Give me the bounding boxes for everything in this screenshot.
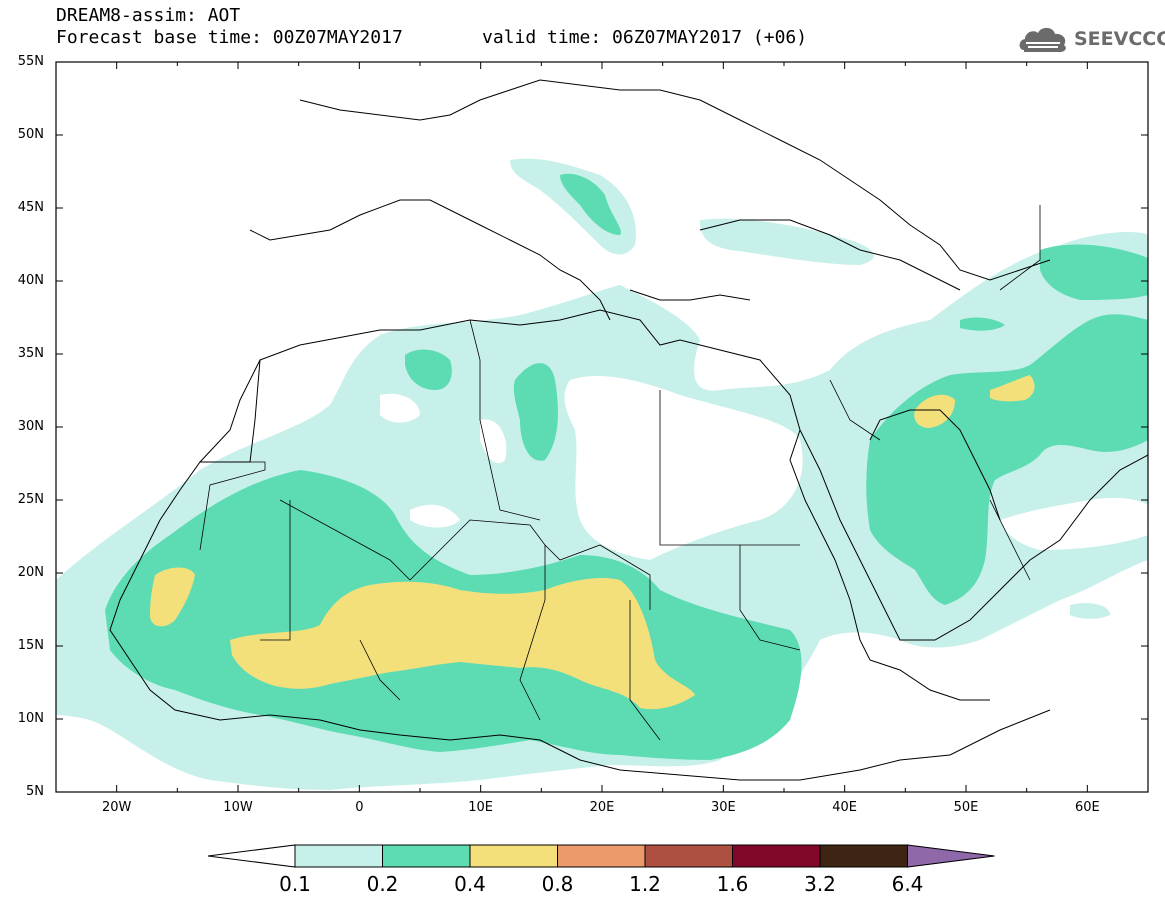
lat-label: 15N xyxy=(17,638,44,653)
aot-field-0.4 xyxy=(150,375,1035,710)
aot-field-clear xyxy=(380,375,1148,560)
colorbar-level-label: 3.2 xyxy=(804,872,836,896)
colorbar-swatch xyxy=(469,844,558,868)
base-time-label: Forecast base time: 00Z07MAY2017 xyxy=(56,27,403,48)
colorbar-swatch xyxy=(732,844,821,868)
cloud-logo-icon xyxy=(1019,27,1066,52)
lon-label: 10E xyxy=(468,800,494,815)
lon-label: 20E xyxy=(589,800,615,815)
lat-label: 35N xyxy=(17,346,44,361)
lat-label: 40N xyxy=(17,273,44,288)
country-borders xyxy=(199,205,1041,741)
lon-label: 10W xyxy=(223,800,253,815)
lon-label: 60E xyxy=(1074,800,1100,815)
colorbar-level-label: 0.8 xyxy=(541,872,574,896)
lon-label: 20W xyxy=(101,800,132,815)
seevccc-logo: SEEVCCC xyxy=(1016,22,1165,58)
logo-text: SEEVCCC xyxy=(1074,28,1165,50)
lat-label: 25N xyxy=(17,492,44,507)
lat-label: 50N xyxy=(17,127,44,142)
coastlines xyxy=(109,79,1148,781)
lat-label: 5N xyxy=(26,784,44,799)
colorbar-level-label: 1.2 xyxy=(629,872,661,896)
lat-label: 55N xyxy=(17,54,44,69)
lat-label: 20N xyxy=(17,565,44,580)
colorbar-swatch xyxy=(819,844,908,868)
lat-label: 30N xyxy=(17,419,44,434)
axis-ticks xyxy=(55,61,1149,793)
colorbar-swatch xyxy=(557,844,646,868)
colorbar-min-arrow xyxy=(207,844,296,868)
colorbar-swatch xyxy=(294,844,383,868)
colorbar-level-label: 0.4 xyxy=(454,872,486,896)
lon-label: 30E xyxy=(710,800,736,815)
colorbar-max-arrow xyxy=(907,844,995,868)
colorbar-level-label: 1.6 xyxy=(716,872,749,896)
chart-title: DREAM8-assim: AOT xyxy=(56,5,241,26)
lon-label: 50E xyxy=(953,800,979,815)
valid-time-label: valid time: 06Z07MAY2017 (+06) xyxy=(482,27,808,48)
colorbar xyxy=(207,844,995,868)
colorbar-level-label: 0.1 xyxy=(279,872,311,896)
lat-label: 45N xyxy=(17,200,44,215)
colorbar-level-label: 6.4 xyxy=(891,872,924,896)
colorbar-level-label: 0.2 xyxy=(366,872,399,896)
lon-label: 0 xyxy=(355,800,364,815)
lon-label: 40E xyxy=(832,800,858,815)
colorbar-swatch xyxy=(382,844,471,868)
lat-label: 10N xyxy=(17,711,44,726)
colorbar-swatch xyxy=(644,844,733,868)
